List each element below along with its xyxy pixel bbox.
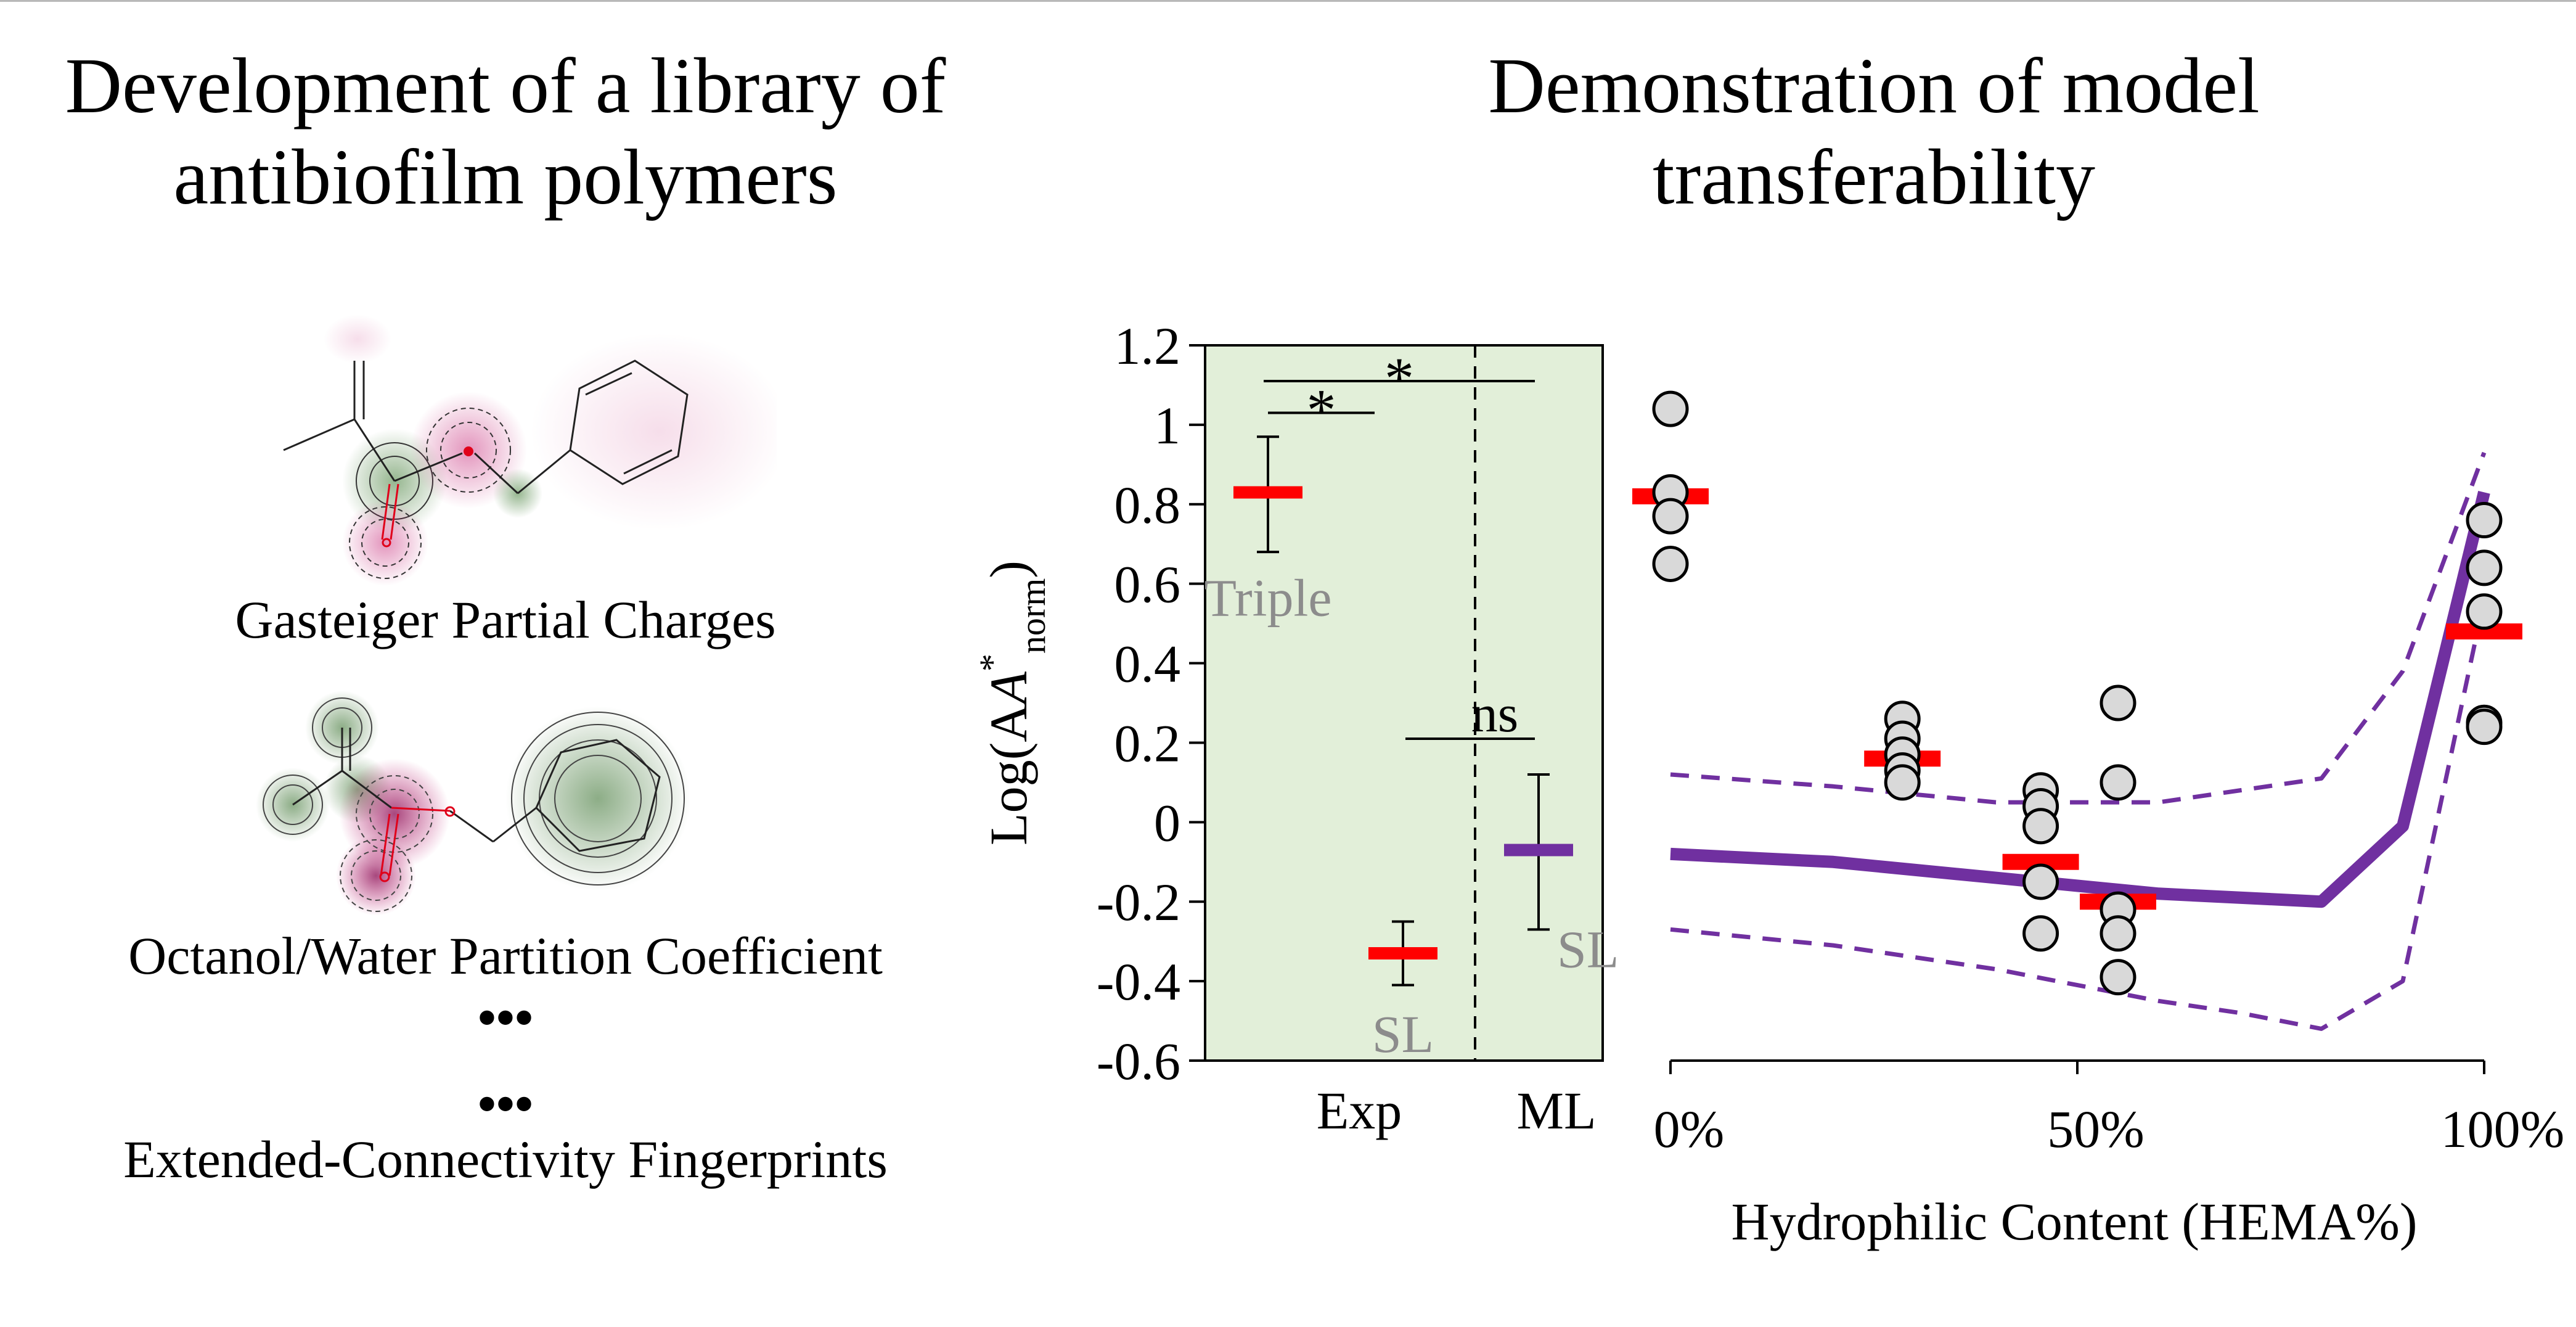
prediction-line (1670, 491, 2490, 908)
y-tick-label: 0 (1154, 793, 1180, 852)
x-tick-label: 0% (1654, 1099, 1725, 1159)
y-axis-label-symbol: A (979, 672, 1038, 707)
data-point (1884, 764, 1921, 801)
series-label: SL (1557, 919, 1619, 979)
series-label: SL (1372, 1004, 1434, 1064)
x-axis-label: Hydrophilic Content (HEMA%) (1731, 1192, 2417, 1251)
descriptor-ecfp: Extended-Connectivity Fingerprints (123, 1130, 888, 1189)
x-category-ml: ML (1517, 1081, 1597, 1140)
x-category-exp: Exp (1317, 1081, 1402, 1140)
group-exp-triple: Triple (1204, 435, 1332, 627)
data-point (2466, 502, 2503, 539)
left-title-line-1: Development of a library of (65, 42, 946, 129)
y-tick-label: 1.2 (1114, 316, 1181, 376)
y-axis-label-sup: * (972, 654, 1012, 672)
bar-comparison-chart: -0.6 -0.4 -0.2 0 0.2 0.4 0.6 0.8 1 1.2 Triple SL SL… (972, 316, 1619, 1140)
left-panel-title: Development of a library of antibiofilm … (0, 40, 1011, 223)
data-point (1652, 545, 1689, 582)
significance-label: ns (1471, 684, 1518, 743)
data-point (2100, 764, 2136, 801)
group-exp-sl: SL (1368, 920, 1437, 1064)
y-tick-label: -0.2 (1097, 873, 1180, 932)
right-title-line-1: Demonstration of model (1488, 42, 2260, 129)
left-title-line-2: antibiofilm polymers (173, 133, 838, 221)
ellipsis-2: ••• (477, 1074, 534, 1133)
upper-bound-line (1670, 451, 2487, 805)
descriptor-logp: Octanol/Water Partition Coefficient (128, 926, 883, 985)
right-panel-title: Demonstration of model transferability (1381, 40, 2367, 223)
y-tick-label: 0.2 (1114, 713, 1181, 773)
x-tick-label: 50% (2047, 1099, 2145, 1159)
gasteiger-charge-molecule (283, 314, 777, 586)
data-point (2022, 808, 2059, 845)
y-tick-label: 0.8 (1114, 475, 1181, 535)
logp-contribution-molecule (256, 691, 690, 916)
data-point (2022, 863, 2059, 900)
y-tick-label: 1 (1154, 396, 1180, 455)
significance-label: * (1307, 377, 1336, 443)
data-point (2100, 684, 2136, 721)
lower-bound-line (1670, 599, 2487, 1031)
hema-scatter-chart: 0% 50% 100% Hydrophilic Content (HEMA%) (1632, 390, 2565, 1251)
y-tick-label: 0.6 (1114, 555, 1181, 614)
data-point (2100, 959, 2136, 996)
y-axis-label-close: ) (979, 561, 1038, 578)
data-point (2466, 549, 2503, 586)
data-point (1652, 390, 1689, 427)
y-tick-label: -0.6 (1097, 1032, 1180, 1091)
y-tick-label: 0.4 (1114, 635, 1181, 694)
significance-label: * (1384, 345, 1414, 411)
data-point (2100, 915, 2136, 952)
data-point (2466, 593, 2503, 630)
y-tick-label: -0.4 (1097, 952, 1180, 1011)
data-point (1652, 498, 1689, 535)
y-axis-label-main: Log(A (979, 704, 1038, 845)
x-tick-label: 100% (2441, 1099, 2565, 1159)
data-point (2466, 709, 2503, 746)
right-title-line-2: transferability (1653, 133, 2095, 221)
top-rule (0, 0, 2576, 2)
group-ml-sl: SL (1504, 773, 1619, 979)
descriptor-gasteiger: Gasteiger Partial Charges (235, 590, 776, 649)
y-axis-label: Log(AA*norm) (972, 561, 1053, 845)
data-point (2022, 915, 2059, 952)
series-label: Triple (1204, 568, 1331, 627)
y-axis-label-sub: norm (1013, 578, 1053, 654)
ellipsis-1: ••• (477, 988, 534, 1047)
